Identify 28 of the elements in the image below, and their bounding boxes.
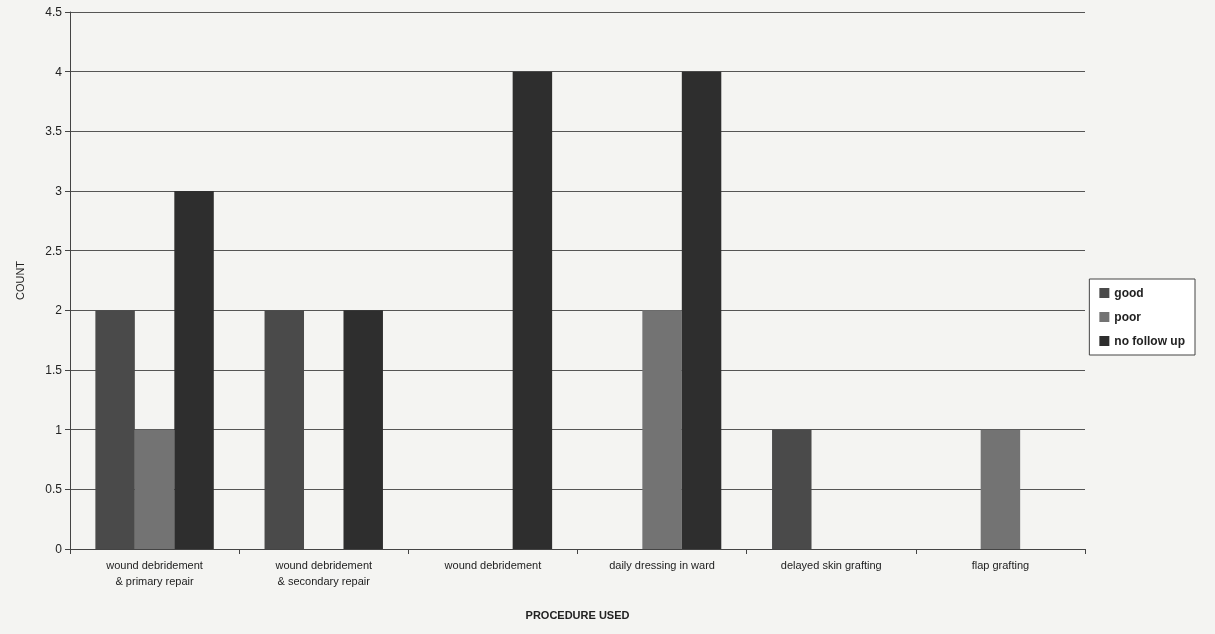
y-tick-label: 2 — [55, 303, 63, 318]
y-tick-label: 0 — [55, 542, 63, 556]
x-axis-title: PROCEDURE USED — [525, 608, 630, 621]
bar — [512, 71, 553, 549]
legend-label: no follow up — [1114, 334, 1186, 348]
y-tick-label: 3 — [55, 184, 63, 198]
y-axis-title: COUNT — [13, 260, 26, 301]
bar — [343, 310, 383, 549]
y-tick-label: 2.5 — [45, 243, 63, 258]
x-tick-label: wound debridement & secondary repair — [274, 559, 373, 587]
bar — [174, 191, 214, 549]
bar — [134, 429, 175, 549]
bar — [681, 71, 722, 549]
bar — [980, 429, 1021, 549]
y-tick-label: 1 — [55, 422, 63, 437]
legend-label: poor — [1114, 310, 1142, 324]
x-tick-label: delayed skin grafting — [780, 559, 882, 571]
y-tick-label: 4 — [55, 64, 63, 79]
x-tick-label: wound debridement — [443, 559, 542, 571]
bar — [642, 310, 682, 549]
y-tick-label: 1.5 — [45, 363, 63, 377]
x-tick-label: wound debridement & primary repair — [105, 559, 203, 587]
y-tick-label: 0.5 — [45, 482, 63, 497]
x-tick-label: daily dressing in ward — [609, 559, 715, 571]
y-tick-label: 4.5 — [45, 5, 63, 19]
x-tick-label: flap grafting — [971, 559, 1030, 571]
y-tick-label: 3.5 — [45, 124, 63, 139]
legend-label: good — [1114, 286, 1144, 300]
